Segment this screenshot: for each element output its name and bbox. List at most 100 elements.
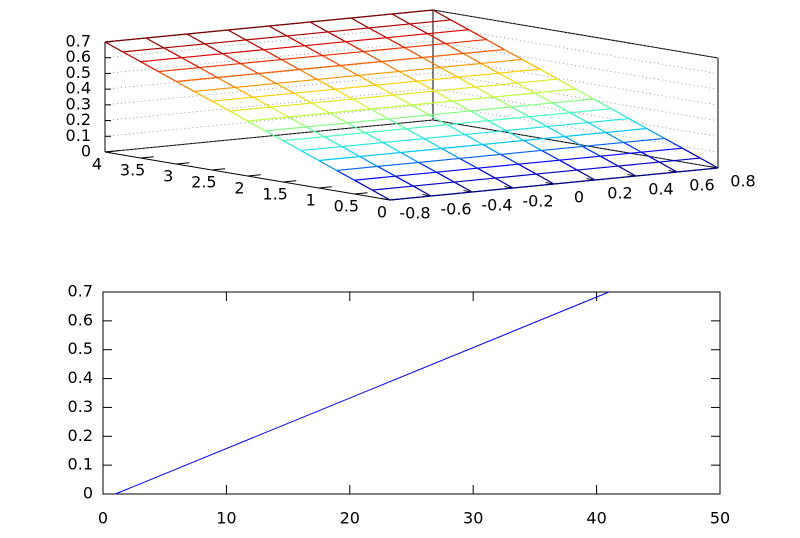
mesh-line <box>268 25 288 37</box>
mesh-line <box>398 70 418 82</box>
x-tick-label: 0 <box>98 509 108 528</box>
mesh-line <box>423 133 465 140</box>
mesh-line <box>546 121 588 128</box>
mesh-line <box>658 161 678 173</box>
mesh-line <box>309 21 329 33</box>
mesh-line <box>391 9 434 15</box>
mesh-line <box>247 116 289 122</box>
mesh-line <box>399 66 441 73</box>
x-tick <box>247 174 261 177</box>
mesh-line <box>163 47 182 59</box>
mesh-line <box>324 132 366 138</box>
mesh-line <box>470 106 512 112</box>
mesh-line <box>427 29 469 35</box>
mesh-line <box>436 167 478 173</box>
mesh-line <box>587 117 629 124</box>
mesh-line <box>104 41 124 53</box>
mesh-line <box>217 72 259 79</box>
mesh-line <box>459 153 501 160</box>
mesh-line <box>446 124 466 136</box>
grid-line <box>104 103 434 137</box>
mesh-line <box>336 169 355 181</box>
mesh-line <box>352 94 394 100</box>
mesh-line <box>175 80 195 92</box>
mesh-line <box>416 76 458 82</box>
mesh-line <box>193 90 213 102</box>
mesh-line <box>334 88 353 100</box>
mesh-line <box>300 150 320 162</box>
mesh-line <box>270 106 289 118</box>
mesh-line <box>386 33 428 39</box>
grid-line <box>104 56 434 90</box>
mesh-line <box>352 98 371 110</box>
mesh-line <box>275 82 295 94</box>
mesh-line <box>341 141 383 148</box>
grid-line <box>432 25 719 75</box>
mesh-line <box>536 169 578 175</box>
mesh-line <box>329 112 348 124</box>
mesh-line <box>521 58 541 70</box>
mesh-line <box>158 71 177 83</box>
y-tick-label: -0.6 <box>440 200 471 219</box>
mesh-line <box>386 37 405 49</box>
mesh-line <box>286 31 328 37</box>
mesh-line <box>457 76 476 88</box>
mesh-line <box>234 86 254 98</box>
mesh-line <box>404 47 423 59</box>
mesh-line <box>199 62 241 69</box>
mesh-line <box>240 58 282 65</box>
mesh-line <box>582 141 624 148</box>
grid-line <box>432 72 719 122</box>
mesh-line <box>481 58 523 65</box>
mesh-line <box>493 96 512 108</box>
y-tick-label: 0 <box>574 188 584 207</box>
mesh-line <box>204 43 223 55</box>
mesh-line <box>587 122 607 134</box>
mesh-line <box>359 151 401 158</box>
mesh-line <box>610 108 630 120</box>
mesh-line <box>281 59 300 71</box>
mesh-line <box>429 114 448 126</box>
mesh-line <box>140 57 182 63</box>
mesh-line <box>505 130 525 142</box>
mesh-line <box>381 56 423 63</box>
mesh-line <box>204 39 246 45</box>
mesh-line <box>276 78 318 85</box>
x-tick-label: 0.5 <box>334 197 359 216</box>
mesh-line <box>516 78 558 84</box>
grid-line <box>104 25 434 59</box>
mesh-line <box>370 108 389 120</box>
mesh-line <box>422 52 464 59</box>
mesh-line <box>380 60 400 72</box>
mesh-line <box>441 143 483 150</box>
mesh-line <box>445 38 487 45</box>
mesh-line <box>511 106 530 118</box>
mesh-line <box>252 96 271 108</box>
mesh-line <box>268 21 311 27</box>
mesh-line <box>480 62 500 74</box>
mesh-line <box>163 43 205 49</box>
z-tick-label: 0.7 <box>66 32 91 51</box>
x-tick-label: 0 <box>377 203 387 222</box>
x-tick-label: 30 <box>463 509 483 528</box>
plot-frame <box>102 291 721 495</box>
mesh-line <box>222 49 264 55</box>
mesh-line <box>194 86 236 93</box>
mesh-line <box>416 80 435 92</box>
mesh-line <box>541 149 560 161</box>
mesh-line <box>436 171 455 183</box>
z-tick-label: 0.4 <box>66 79 91 98</box>
mesh-line <box>336 165 378 172</box>
mesh-line <box>306 122 348 128</box>
mesh-line <box>176 76 218 83</box>
mesh-line <box>471 187 514 193</box>
mesh-line <box>421 56 441 68</box>
mesh-line <box>628 118 648 130</box>
mesh-line <box>406 124 448 130</box>
mesh-line <box>245 35 287 41</box>
mesh-line <box>659 157 701 163</box>
y-tick-label: 0.5 <box>68 339 93 358</box>
mesh-line <box>635 171 678 177</box>
mesh-line <box>409 19 451 25</box>
mesh-line <box>559 159 578 171</box>
